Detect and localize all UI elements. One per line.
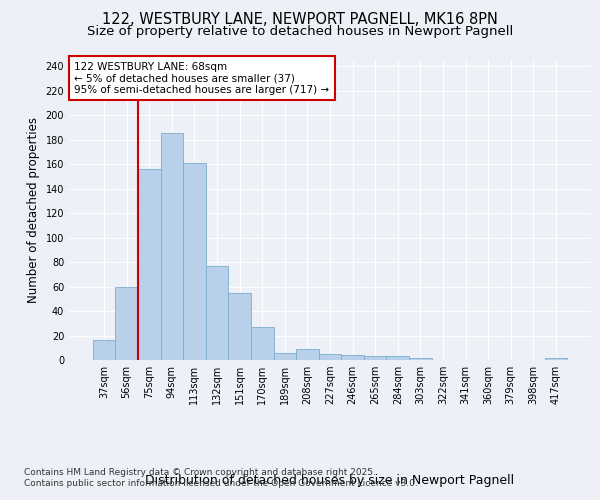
X-axis label: Distribution of detached houses by size in Newport Pagnell: Distribution of detached houses by size … — [145, 474, 515, 487]
Bar — [183, 163, 206, 360]
Bar — [545, 358, 567, 360]
Bar — [138, 169, 161, 360]
Bar — [364, 356, 386, 360]
Text: Size of property relative to detached houses in Newport Pagnell: Size of property relative to detached ho… — [87, 25, 513, 38]
Bar — [161, 134, 183, 360]
Text: 122 WESTBURY LANE: 68sqm
← 5% of detached houses are smaller (37)
95% of semi-de: 122 WESTBURY LANE: 68sqm ← 5% of detache… — [74, 62, 329, 94]
Bar — [386, 356, 409, 360]
Bar — [341, 355, 364, 360]
Bar — [409, 358, 431, 360]
Y-axis label: Number of detached properties: Number of detached properties — [27, 117, 40, 303]
Bar — [206, 266, 229, 360]
Bar — [115, 286, 138, 360]
Bar — [229, 292, 251, 360]
Bar — [274, 352, 296, 360]
Bar — [251, 327, 274, 360]
Text: 122, WESTBURY LANE, NEWPORT PAGNELL, MK16 8PN: 122, WESTBURY LANE, NEWPORT PAGNELL, MK1… — [102, 12, 498, 28]
Text: Contains HM Land Registry data © Crown copyright and database right 2025.
Contai: Contains HM Land Registry data © Crown c… — [24, 468, 418, 487]
Bar — [296, 349, 319, 360]
Bar — [93, 340, 115, 360]
Bar — [319, 354, 341, 360]
